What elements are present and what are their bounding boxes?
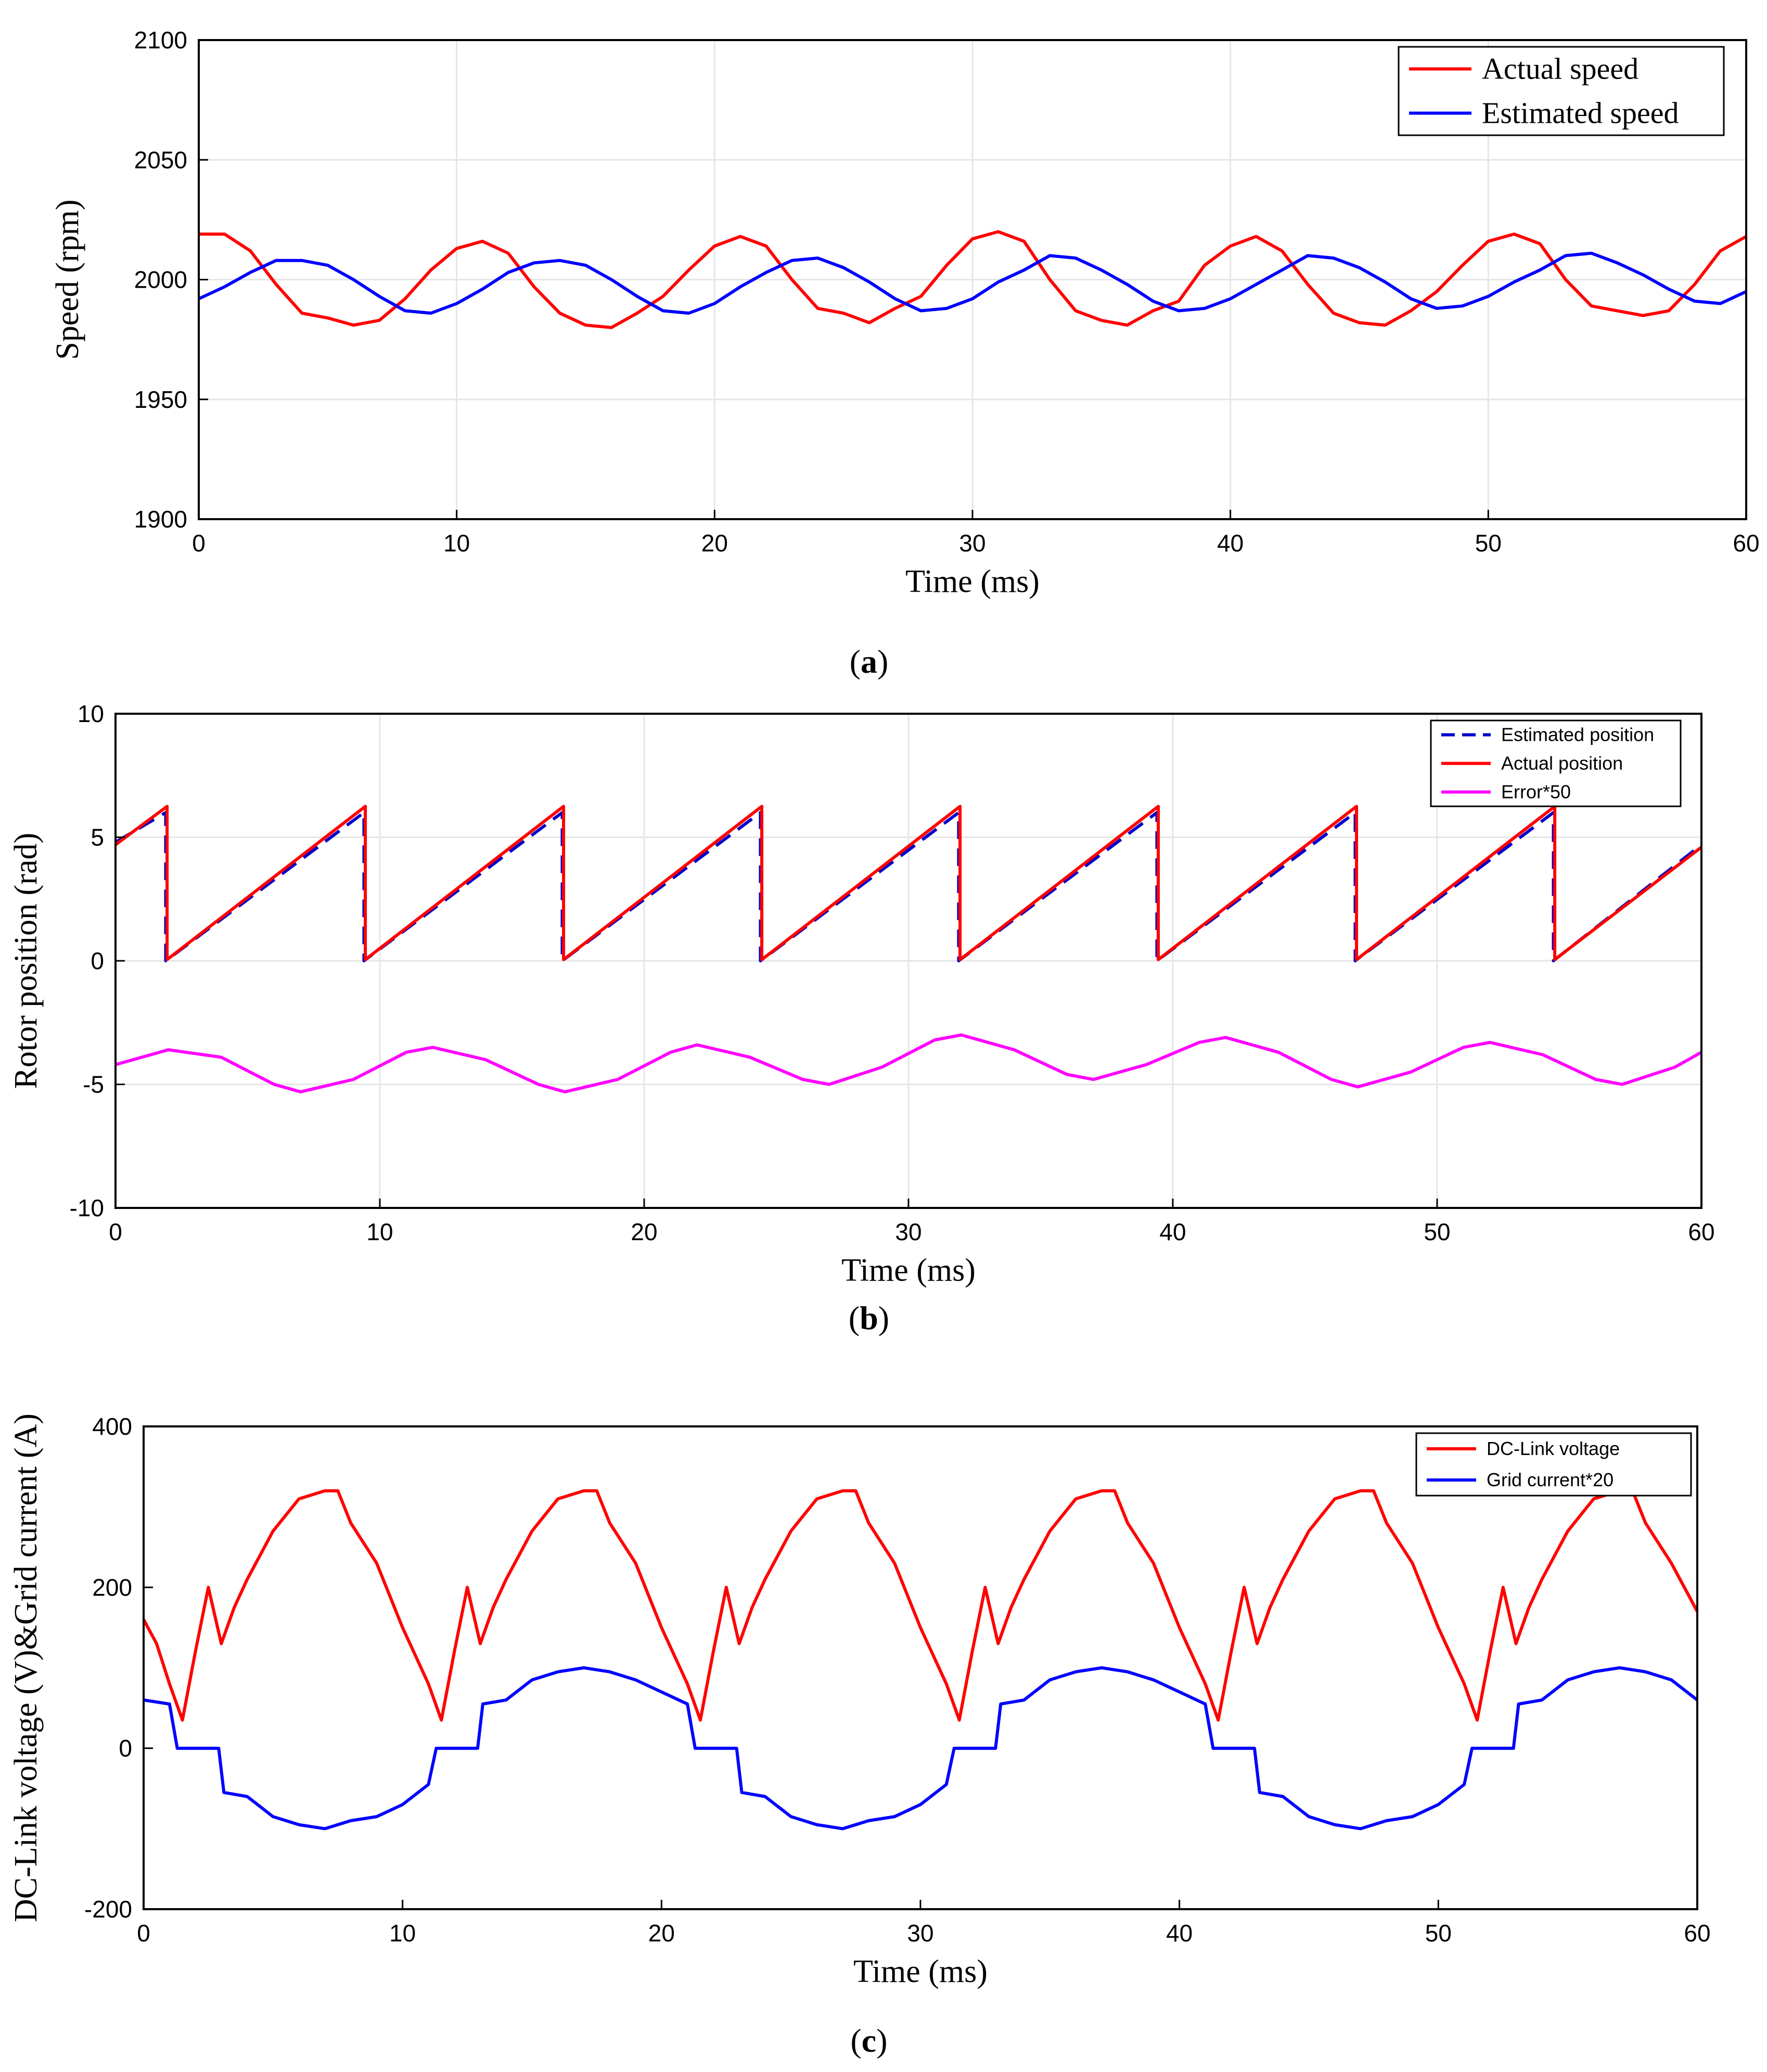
- caption-close-paren: ): [878, 1299, 889, 1336]
- chart-c-series-0-line: [142, 1489, 1699, 1722]
- chart-c-legend-label-1: Grid current*20: [1487, 1469, 1614, 1490]
- chart-c-y-tick-label: -200: [84, 1896, 132, 1923]
- chart-c-x-tick-label: 20: [648, 1920, 675, 1947]
- chart-b: 0 10 20 30 40 50 60 -10 -5 0 5 10 Time (ms) Rotor pos…: [8, 700, 1715, 1336]
- chart-b-y-tick-label: -5: [83, 1071, 104, 1098]
- chart-a-legend-box: [1398, 46, 1725, 136]
- chart-a-x-tick-label: 0: [192, 530, 206, 557]
- chart-b-legend-label-0: Estimated position: [1501, 724, 1654, 745]
- chart-b-x-tick-label: 50: [1424, 1218, 1450, 1245]
- chart-c-y-axis-title: DC-Link voltage (V)&Grid current (A): [8, 1413, 44, 1922]
- chart-c-legend: DC-Link voltage Grid current*20: [1415, 1432, 1692, 1497]
- chart-c-legend-label-0: DC-Link voltage: [1487, 1438, 1620, 1459]
- chart-b-x-tick-label: 10: [366, 1218, 393, 1245]
- chart-a-caption: (a): [850, 643, 889, 680]
- chart-a: 0 10 20 30 40 50 60 1900 1950 2000 2050 2100 Time (m…: [50, 27, 1760, 680]
- chart-c-y-tick-label: 200: [92, 1574, 132, 1601]
- chart-b-series-1-line: [114, 805, 1702, 961]
- chart-b-legend-label-1: Actual position: [1501, 753, 1623, 774]
- chart-c-x-tick-label: 10: [389, 1920, 416, 1947]
- caption-letter: a: [861, 643, 877, 680]
- chart-a-x-tick-label: 40: [1217, 530, 1244, 557]
- chart-b-y-tick-label: 0: [91, 947, 104, 974]
- caption-close-paren: ): [877, 643, 888, 680]
- chart-a-legend: Actual speed Estimated speed: [1398, 46, 1725, 136]
- chart-b-series-0-line: [114, 811, 1702, 962]
- chart-b-x-tick-label: 60: [1688, 1218, 1714, 1245]
- caption-letter: b: [860, 1299, 878, 1336]
- caption-letter: c: [862, 2022, 876, 2059]
- chart-a-y-axis-title: Speed (rpm): [50, 199, 85, 359]
- chart-c-x-tick-label: 30: [907, 1920, 933, 1947]
- chart-b-y-tick-label: 5: [91, 824, 104, 851]
- chart-c-x-tick-label: 40: [1166, 1920, 1193, 1947]
- chart-b-y-axis-title: Rotor position (rad): [8, 833, 44, 1089]
- caption-open-paren: (: [850, 643, 861, 680]
- chart-a-legend-label-1: Estimated speed: [1482, 96, 1679, 130]
- chart-a-x-axis-title: Time (ms): [905, 564, 1040, 599]
- chart-c-caption: (c): [850, 2022, 887, 2059]
- chart-b-x-tick-label: 20: [631, 1218, 657, 1245]
- chart-b-series-2-line: [115, 1033, 1702, 1093]
- chart-b-x-tick-label: 40: [1159, 1218, 1186, 1245]
- chart-a-x-tick-label: 50: [1475, 530, 1502, 557]
- chart-c-x-tick-label: 0: [137, 1920, 150, 1947]
- chart-b-legend: Estimated position Actual position Error*5…: [1430, 719, 1682, 807]
- chart-a-y-tick-label: 2000: [134, 266, 187, 293]
- chart-a-x-tick-label: 60: [1733, 530, 1759, 557]
- chart-c-plot-frame: [143, 1425, 1698, 1910]
- chart-a-y-tick-label: 2100: [134, 27, 187, 54]
- chart-c-x-tick-label: 50: [1425, 1920, 1452, 1947]
- chart-c-series-1-line: [143, 1666, 1698, 1831]
- chart-a-x-tick-label: 10: [443, 530, 470, 557]
- chart-c-y-tick-label: 400: [92, 1413, 132, 1440]
- chart-b-caption: (b): [849, 1299, 889, 1336]
- chart-c-x-tick-label: 60: [1684, 1920, 1710, 1947]
- chart-a-y-tick-label: 1900: [134, 506, 187, 533]
- chart-c-legend-box: [1415, 1432, 1692, 1497]
- chart-a-series-0-line: [199, 230, 1747, 329]
- caption-open-paren: (: [849, 1299, 860, 1336]
- chart-c-x-axis-title: Time (ms): [853, 1954, 988, 1989]
- chart-a-y-tick-label: 1950: [134, 386, 187, 413]
- chart-b-legend-label-2: Error*50: [1501, 781, 1571, 803]
- chart-b-x-tick-label: 30: [895, 1218, 921, 1245]
- chart-a-x-tick-label: 20: [701, 530, 728, 557]
- chart-a-series-1-line: [198, 251, 1747, 315]
- caption-open-paren: (: [850, 2022, 861, 2059]
- chart-a-legend-label-0: Actual speed: [1482, 52, 1638, 86]
- chart-a-y-tick-label: 2050: [134, 146, 187, 173]
- chart-b-y-tick-label: 10: [78, 700, 104, 727]
- chart-b-x-tick-label: 0: [109, 1218, 122, 1245]
- chart-c-y-tick-label: 0: [119, 1735, 132, 1762]
- chart-b-y-tick-label: -10: [70, 1194, 104, 1221]
- caption-close-paren: ): [876, 2022, 887, 2059]
- chart-a-x-tick-label: 30: [959, 530, 985, 557]
- chart-b-x-axis-title: Time (ms): [841, 1253, 976, 1288]
